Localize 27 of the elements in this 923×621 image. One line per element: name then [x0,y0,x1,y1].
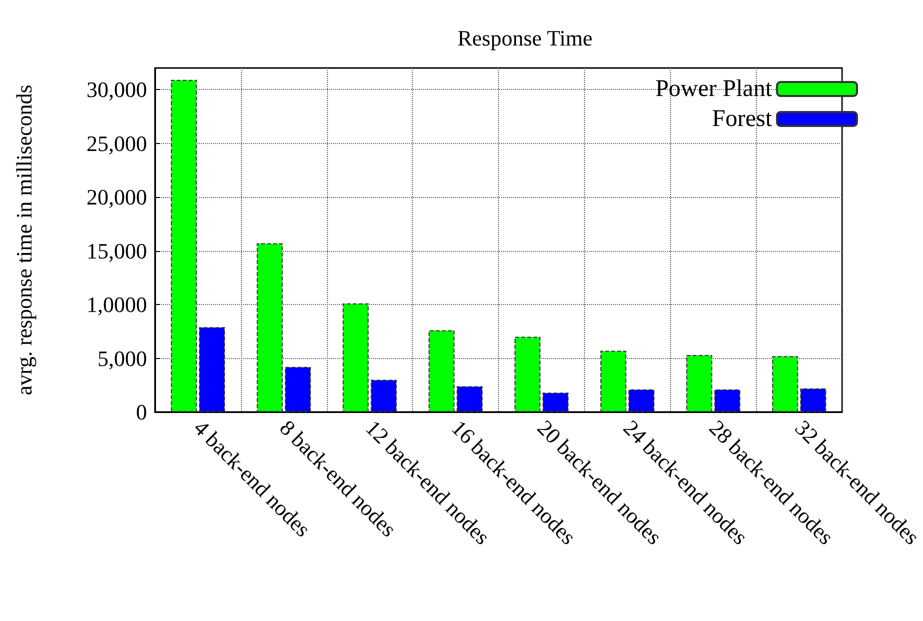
bar [256,243,283,412]
y-tick-label: 25,000 [86,130,147,156]
bar [542,392,569,412]
bar [600,350,626,412]
bar [198,327,225,412]
bar [342,303,369,412]
bar [514,336,540,412]
y-tick-label: 30,000 [86,77,147,102]
bar [428,330,455,412]
bar [686,355,712,412]
legend-label: Forest [712,106,772,132]
bar [284,366,311,412]
y-axis-title: avrg. response time in milliseconds [12,84,36,396]
legend-label: Power Plant [655,76,772,102]
bar [800,388,826,412]
y-tick-label: 1,0000 [86,292,147,317]
bar [714,389,740,412]
bar [628,389,654,412]
bar [456,386,483,412]
chart-title: Response Time [457,26,593,50]
bar [772,356,798,412]
y-tick-label: 20,000 [86,184,147,210]
y-tick-label: 5,000 [98,346,147,371]
y-tick-label: 15,000 [86,238,147,264]
y-tick-label: 0 [136,400,147,424]
bar [170,80,197,412]
bar [370,380,397,412]
